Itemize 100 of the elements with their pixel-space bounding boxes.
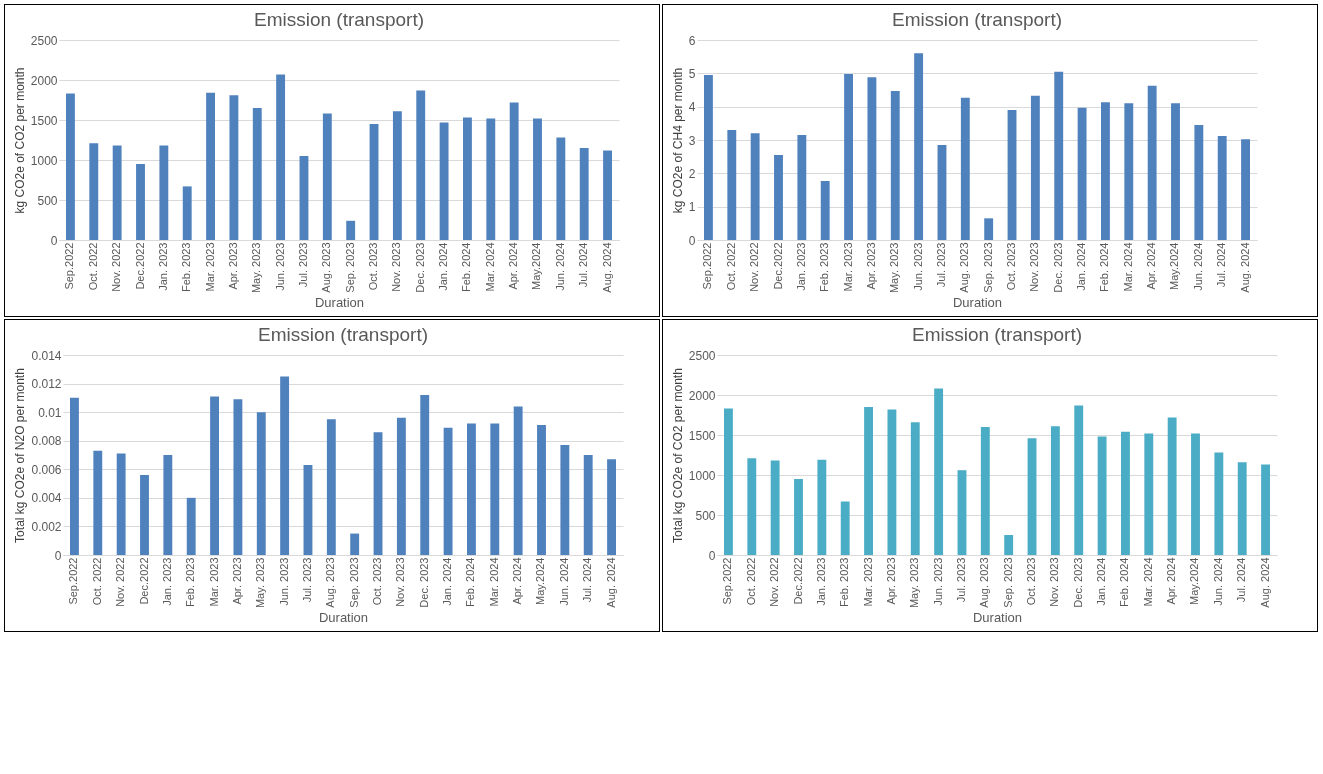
x-tick-label: Mar. 2024 [1141, 557, 1154, 607]
x-tick-label: Oct. 2023 [1025, 557, 1038, 606]
y-tick-label: 2 [688, 166, 696, 181]
bar [583, 455, 593, 555]
x-tick-label: Oct. 2023 [371, 557, 384, 606]
bar [346, 220, 356, 240]
bar [1144, 433, 1154, 555]
bar [463, 117, 472, 240]
bar [467, 423, 476, 555]
bar [233, 399, 243, 555]
chart-title: Emission (transport) [912, 324, 1082, 345]
bar [66, 93, 75, 240]
bar [533, 118, 542, 240]
y-tick-label: 1000 [688, 468, 716, 483]
bar [439, 122, 449, 240]
bar [1007, 110, 1017, 240]
x-tick-label: Dec. 2023 [1071, 557, 1084, 608]
bar [1101, 102, 1110, 240]
x-tick-label: Feb. 2023 [818, 242, 831, 293]
bar [136, 164, 145, 240]
bar [1194, 125, 1204, 240]
x-tick-label: Jul. 2024 [577, 242, 590, 288]
bar [887, 409, 897, 555]
x-tick-label: Jul. 2024 [581, 557, 594, 603]
bar [350, 533, 360, 555]
bar [704, 75, 713, 240]
y-tick-label: 2000 [688, 388, 716, 403]
bar [276, 74, 286, 240]
x-tick-label: Jun. 2024 [553, 242, 566, 291]
x-tick-label: Sep. 2023 [981, 242, 994, 293]
x-tick-label: Aug. 2023 [320, 242, 333, 293]
bar [607, 459, 616, 555]
x-tick-label: Sep.2022 [67, 557, 80, 605]
x-tick-label: Oct. 2023 [367, 242, 380, 291]
bar [1050, 426, 1060, 555]
y-tick-label: 0 [688, 233, 696, 248]
x-tick-label: Mar. 2023 [203, 242, 216, 292]
y-tick-label: 0.006 [31, 462, 62, 477]
bar [1097, 436, 1107, 555]
bar [1241, 139, 1250, 240]
x-tick-label: Feb. 2024 [1118, 557, 1131, 608]
y-axis-title: kg CO2e of CO2 per month [12, 67, 27, 214]
bar [513, 406, 523, 555]
y-tick-label: 0 [50, 233, 58, 248]
x-tick-label: May.2024 [1188, 557, 1201, 605]
x-tick-label: Sep.2022 [721, 557, 734, 605]
x-axis-title: Duration [972, 610, 1023, 626]
x-tick-label: Jun. 2024 [1211, 557, 1224, 606]
x-tick-label: May. 2023 [908, 557, 921, 609]
bar [840, 501, 850, 555]
chart-title: Emission (transport) [254, 9, 424, 30]
bar [1077, 107, 1087, 240]
bar [817, 459, 827, 555]
bar [747, 458, 757, 555]
bar [603, 150, 612, 240]
bar [163, 455, 173, 555]
bar [140, 475, 149, 555]
bar [797, 135, 807, 240]
x-tick-label: Oct. 2022 [86, 242, 99, 291]
bar [416, 90, 426, 240]
x-tick-label: Apr. 2024 [1165, 557, 1178, 605]
bar [509, 102, 519, 240]
x-axis-title: Duration [952, 295, 1003, 311]
x-tick-label: May. 2023 [888, 242, 901, 294]
bar [914, 53, 924, 240]
bar [159, 145, 169, 240]
bar [1191, 433, 1200, 555]
x-tick-label: Feb. 2024 [1098, 242, 1111, 293]
bar [369, 124, 379, 240]
y-tick-label: 3 [688, 133, 696, 148]
bar [70, 397, 79, 555]
bar [186, 497, 196, 555]
chart-title: Emission (transport) [258, 324, 428, 345]
x-tick-label: May. 2023 [254, 557, 267, 609]
bar [210, 396, 219, 555]
bar [1217, 136, 1227, 240]
x-tick-label: Oct. 2023 [1005, 242, 1018, 291]
x-tick-label: Mar. 2024 [1121, 242, 1134, 292]
x-tick-label: Apr. 2023 [884, 557, 897, 605]
y-tick-label: 0.004 [31, 491, 62, 506]
bar [392, 111, 402, 240]
y-tick-label: 6 [688, 33, 696, 48]
x-tick-label: May. 2023 [250, 242, 263, 294]
x-tick-label: Nov. 2022 [114, 557, 127, 607]
x-tick-label: Nov. 2023 [390, 242, 403, 292]
x-tick-label: Aug. 2023 [978, 557, 991, 608]
bar [1030, 95, 1040, 240]
x-axis-title: Duration [314, 295, 365, 311]
y-tick-label: 4 [688, 100, 696, 115]
x-tick-label: Aug. 2024 [600, 242, 613, 293]
x-tick-label: Dec. 2023 [417, 557, 430, 608]
x-tick-label: Dec.2022 [771, 242, 784, 290]
y-tick-label: 0.014 [31, 348, 62, 363]
x-tick-label: Jan. 2024 [441, 557, 454, 606]
y-tick-label: 0 [54, 548, 62, 563]
bar [864, 407, 873, 555]
x-tick-label: Jan. 2024 [437, 242, 450, 291]
bar [957, 470, 967, 555]
bar [182, 186, 192, 240]
bar [252, 108, 262, 240]
